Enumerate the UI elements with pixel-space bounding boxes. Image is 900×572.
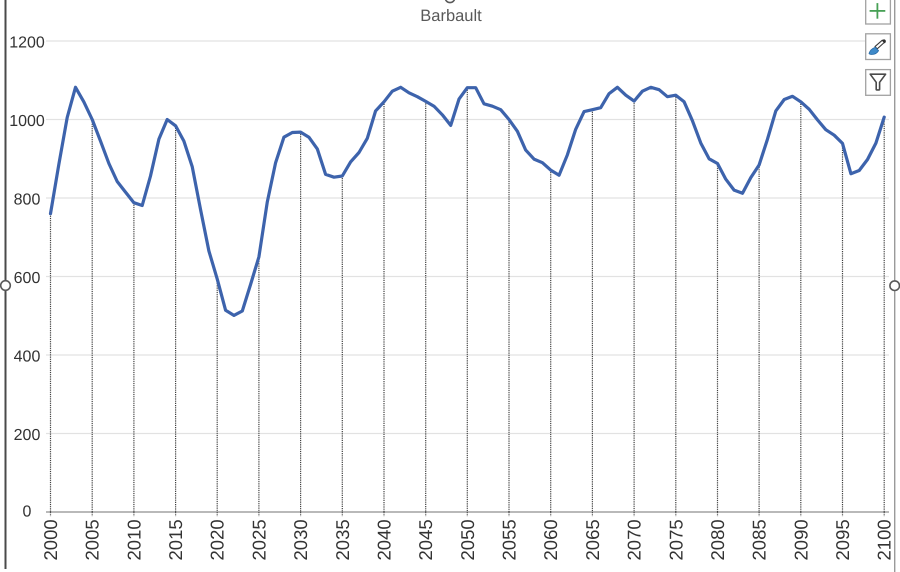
svg-text:2015: 2015: [165, 519, 186, 560]
svg-text:2045: 2045: [415, 519, 436, 560]
svg-text:2030: 2030: [290, 519, 311, 560]
svg-text:Barbault: Barbault: [420, 7, 482, 25]
svg-text:1000: 1000: [9, 113, 45, 130]
svg-text:2095: 2095: [832, 519, 853, 560]
svg-text:2075: 2075: [665, 519, 686, 560]
svg-text:2085: 2085: [749, 519, 770, 560]
svg-text:2055: 2055: [499, 519, 520, 560]
svg-text:2035: 2035: [332, 519, 353, 560]
svg-text:400: 400: [14, 349, 41, 366]
svg-text:2060: 2060: [540, 519, 561, 560]
svg-text:200: 200: [14, 427, 41, 444]
svg-text:2065: 2065: [582, 519, 603, 560]
svg-text:0: 0: [23, 504, 32, 521]
svg-text:2005: 2005: [82, 519, 103, 560]
svg-text:2000: 2000: [40, 519, 61, 560]
svg-text:2020: 2020: [207, 519, 228, 560]
svg-text:800: 800: [14, 192, 41, 209]
svg-text:2050: 2050: [457, 519, 478, 560]
svg-text:2010: 2010: [123, 519, 144, 560]
svg-text:2040: 2040: [374, 519, 395, 560]
svg-text:2080: 2080: [707, 519, 728, 560]
svg-text:600: 600: [14, 270, 41, 287]
svg-text:2100: 2100: [874, 519, 895, 560]
svg-text:2070: 2070: [624, 519, 645, 560]
svg-text:1200: 1200: [9, 35, 45, 52]
svg-text:2025: 2025: [248, 519, 269, 560]
svg-text:2090: 2090: [790, 519, 811, 560]
